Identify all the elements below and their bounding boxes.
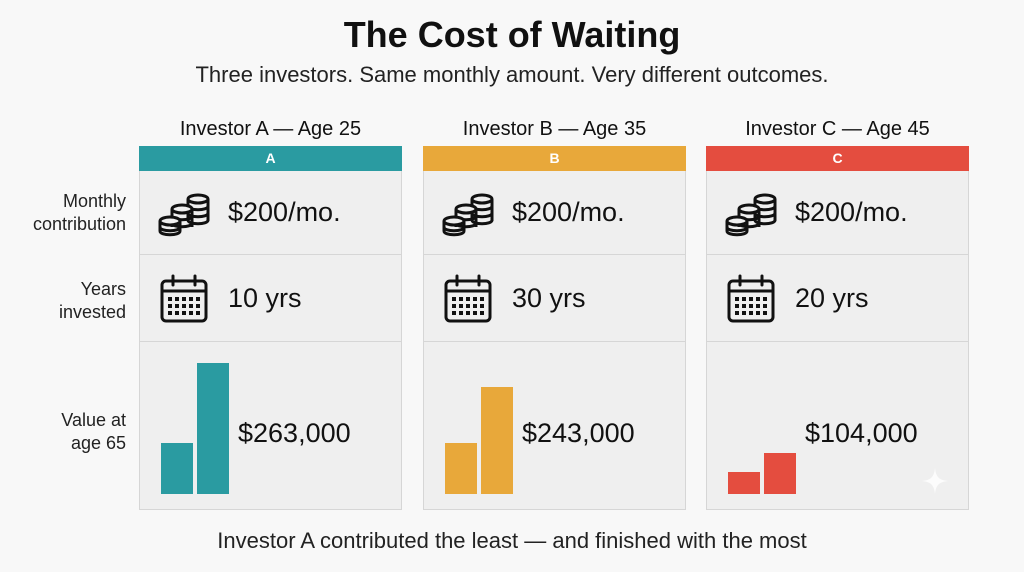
years-invested-value: 20 yrs xyxy=(795,283,869,313)
monthly-contribution-value: $200/mo. xyxy=(795,197,908,227)
investor-badge: A xyxy=(139,146,402,171)
row-label-line: age 65 xyxy=(70,433,126,453)
contribution-bar xyxy=(445,443,477,494)
growth-bar xyxy=(197,363,229,494)
coin-stack-icon xyxy=(725,193,777,237)
contribution-bar xyxy=(161,443,193,494)
sparkle-icon xyxy=(922,468,948,494)
value-at-65-cell: $104,000 xyxy=(707,342,968,510)
monthly-contribution-cell: $200/mo. xyxy=(140,171,401,255)
growth-bar xyxy=(764,453,796,494)
growth-bar xyxy=(481,387,513,494)
page-subtitle: Three investors. Same monthly amount. Ve… xyxy=(195,62,829,87)
coin-stack-icon xyxy=(158,193,210,237)
years-invested-cell: 30 yrs xyxy=(424,255,685,342)
value-at-65-cell: $243,000 xyxy=(424,342,685,510)
investor-heading: Investor A — Age 25 xyxy=(179,118,362,140)
monthly-contribution-value: $200/mo. xyxy=(228,197,341,227)
row-label-line: Years xyxy=(80,279,126,299)
investor-column-c: Investor C — Age 45 C $200/mo. 20 yrs $1… xyxy=(706,112,969,510)
investor-panel: $200/mo. 10 yrs $263,000 xyxy=(139,171,402,510)
contribution-bar xyxy=(728,472,760,494)
investor-panel: $200/mo. 20 yrs $104,000 xyxy=(706,171,969,510)
investor-badge: C xyxy=(706,146,969,171)
value-at-65-cell: $263,000 xyxy=(140,342,401,510)
investor-column-b: Investor B — Age 35 B $200/mo. 30 yrs $2… xyxy=(423,112,686,510)
row-label-monthly: Monthly contribution xyxy=(0,190,126,236)
monthly-contribution-cell: $200/mo. xyxy=(424,171,685,255)
row-label-value: Value at age 65 xyxy=(0,409,126,455)
calendar-icon xyxy=(444,274,492,323)
monthly-contribution-cell: $200/mo. xyxy=(707,171,968,255)
investor-column-a: Investor A — Age 25 A $200/mo. 10 yrs $2… xyxy=(139,112,402,510)
row-label-line: contribution xyxy=(32,214,126,234)
investor-heading: Investor B — Age 35 xyxy=(462,118,647,140)
value-at-65: $263,000 xyxy=(238,418,351,448)
investor-heading: Investor C — Age 45 xyxy=(745,118,930,140)
page-title: The Cost of Waiting xyxy=(343,14,681,55)
years-invested-value: 10 yrs xyxy=(228,283,302,313)
value-at-65: $104,000 xyxy=(805,418,918,448)
footer-caption: Investor A contributed the least — and f… xyxy=(217,528,807,553)
years-invested-value: 30 yrs xyxy=(512,283,586,313)
years-invested-cell: 20 yrs xyxy=(707,255,968,342)
coin-stack-icon xyxy=(442,193,494,237)
row-label-line: Monthly xyxy=(62,191,126,211)
investor-badge: B xyxy=(423,146,686,171)
value-at-65: $243,000 xyxy=(522,418,635,448)
years-invested-cell: 10 yrs xyxy=(140,255,401,342)
calendar-icon xyxy=(160,274,208,323)
row-label-line: Value at xyxy=(61,410,126,430)
calendar-icon xyxy=(727,274,775,323)
investor-panel: $200/mo. 30 yrs $243,000 xyxy=(423,171,686,510)
row-label-line: invested xyxy=(58,302,126,322)
row-label-years: Years invested xyxy=(0,278,126,324)
monthly-contribution-value: $200/mo. xyxy=(512,197,625,227)
